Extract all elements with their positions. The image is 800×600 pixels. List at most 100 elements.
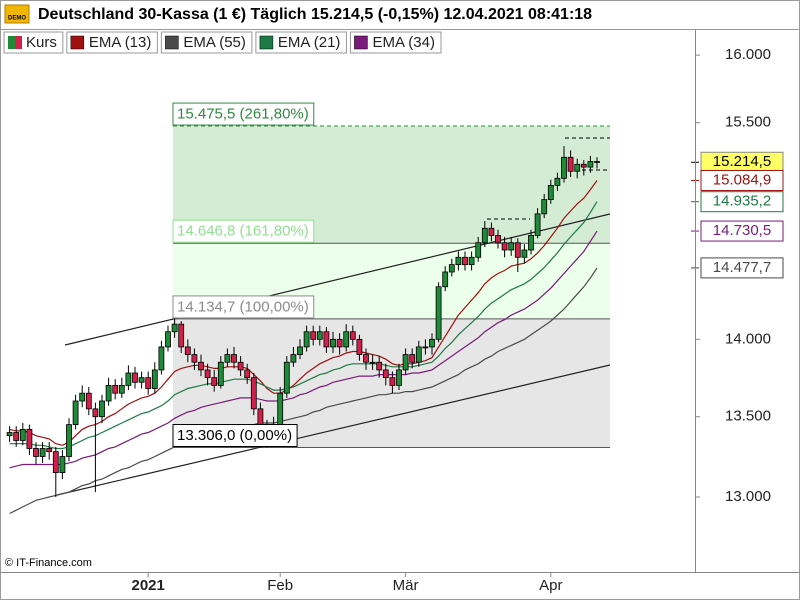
candle-body (574, 163, 581, 172)
candle-body (52, 451, 59, 474)
candle-body (363, 354, 369, 363)
legend-swatch (70, 35, 85, 50)
candle-body (165, 331, 171, 348)
legend-box (349, 31, 442, 54)
credit: © IT-Finance.com (5, 557, 92, 569)
fib-label: 15.475,5 (261,80%) (177, 106, 309, 123)
ema-line (9, 267, 598, 515)
candle-body (237, 361, 244, 371)
candle-body (310, 331, 317, 340)
last-value-label: 14.935,2 (713, 193, 771, 210)
legend-box (66, 31, 158, 54)
last-value-label: 14.730,5 (713, 222, 771, 239)
candle-body (297, 346, 303, 355)
candle-body (46, 448, 53, 453)
candle-body (171, 323, 178, 333)
candle-body (191, 354, 198, 363)
candle-body (349, 331, 356, 340)
candle-body (19, 428, 26, 441)
legend-item: EMA (13) (66, 31, 158, 54)
y-tick-label: 14.000 (725, 330, 771, 347)
fib-label-box (172, 102, 315, 126)
candle-body (455, 256, 462, 266)
candle-body (257, 408, 264, 426)
candle-body (435, 286, 442, 340)
legend-label: Kurs (26, 34, 57, 51)
candle-body (508, 242, 515, 251)
candle-body (59, 456, 66, 474)
candle-body (303, 331, 310, 348)
candle-body (429, 338, 435, 348)
candle-body (118, 385, 125, 394)
candle-body (422, 346, 429, 349)
overlay: 13.000 13.500 14.000 15.500 16.000 2021 Feb Mär… (132, 46, 784, 594)
candle-body (534, 213, 541, 236)
candle-body (376, 361, 383, 371)
candle-body (92, 408, 99, 418)
legend: Kurs EMA (13) EMA (55) EMA (21) EMA (34) (3, 31, 442, 54)
candle-body (66, 424, 72, 457)
y-tick-label: 13.000 (725, 488, 771, 505)
x-tick-label: 2021 (132, 577, 165, 594)
x-tick-label: Feb (267, 577, 293, 594)
candle-body (178, 323, 185, 348)
fib-label: 14.134,7 (100,00%) (177, 298, 309, 315)
trend-line (64, 213, 611, 346)
legend-box (160, 31, 253, 54)
candle-body (468, 256, 475, 266)
legend-swatch (15, 36, 22, 49)
ema-line (9, 180, 598, 446)
candle-body (33, 448, 39, 457)
logo: DEMO (4, 4, 30, 24)
candle-body (475, 242, 482, 258)
candle-body (382, 369, 389, 379)
candle-body (151, 369, 158, 389)
last-value-label: 14.477,7 (713, 259, 771, 276)
legend-swatch (165, 35, 179, 50)
candle-body (26, 428, 33, 449)
candle-body (580, 163, 587, 168)
last-value-box (700, 220, 784, 242)
ema-line (9, 201, 598, 450)
legend-item: EMA (21) (255, 31, 347, 54)
candle-body (85, 392, 92, 410)
candle-body (145, 377, 152, 389)
candle-body (594, 161, 600, 163)
candle-body (158, 346, 165, 371)
candle-body (448, 264, 455, 273)
candle-body (442, 271, 449, 288)
candle-body (217, 361, 224, 386)
y-tick-label: 13.500 (725, 408, 771, 425)
last-value-label: 15.084,9 (713, 171, 771, 188)
candle-body (138, 377, 145, 383)
y-tick-label: 15.500 (725, 114, 771, 131)
candle-body (231, 354, 237, 363)
candle-body (356, 338, 363, 355)
candle-body (13, 432, 20, 441)
candle-body (481, 227, 488, 244)
legend-label: EMA (55) (183, 34, 246, 51)
fib-label-box (172, 219, 315, 243)
legend-item: EMA (55) (160, 31, 253, 54)
legend-label: EMA (21) (278, 34, 341, 51)
candle-body (541, 199, 548, 215)
legend-swatch (259, 35, 274, 50)
candle-body (290, 354, 297, 363)
legend-box (255, 31, 347, 54)
candle-body (547, 184, 554, 200)
legend-label: EMA (34) (372, 34, 435, 51)
fib-label: 14.646,8 (161,80%) (177, 223, 309, 240)
candle-body (409, 354, 416, 363)
last-value-box (700, 257, 784, 279)
logo-text: DEMO (8, 16, 26, 22)
fib-label-box (172, 295, 315, 319)
last-value-box (700, 169, 784, 191)
ema-line (9, 230, 598, 469)
candle-body (528, 235, 534, 251)
candle-body (316, 331, 323, 340)
candle-body (211, 377, 218, 386)
trend-line (56, 364, 611, 496)
candle-body (396, 369, 402, 386)
candle-body (587, 161, 594, 168)
legend-item: Kurs (3, 31, 64, 54)
